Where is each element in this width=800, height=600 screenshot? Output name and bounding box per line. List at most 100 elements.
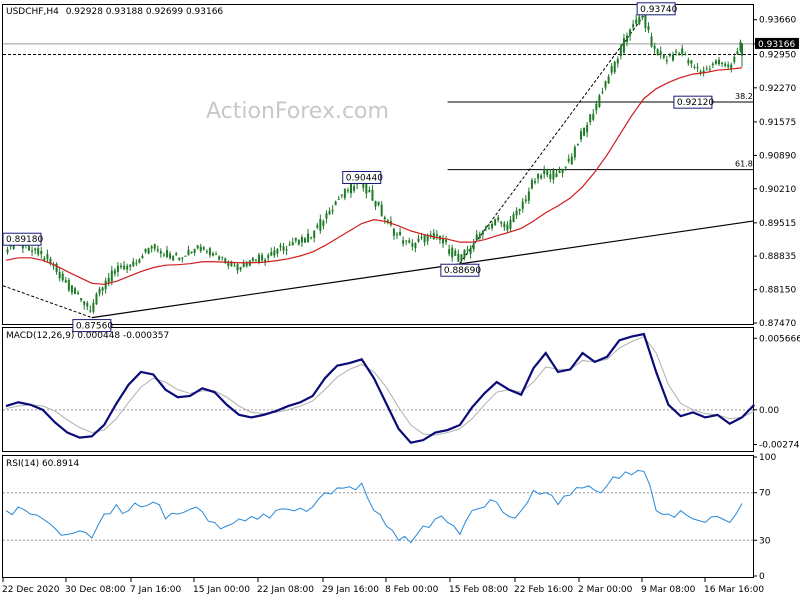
price-label-box (636, 2, 676, 16)
price-label-box (440, 263, 480, 277)
candle-body (95, 293, 98, 305)
candle-body (187, 249, 190, 256)
candle-body (659, 51, 662, 55)
candle-body (310, 237, 313, 239)
candle-body (383, 217, 386, 220)
candle-body (454, 250, 457, 256)
fib-label: 61.8 (735, 160, 753, 169)
rsi-panel-frame (2, 455, 754, 578)
candle-body (199, 246, 202, 252)
candle-body (448, 249, 451, 254)
candle-body (739, 42, 742, 51)
time-axis: 22 Dec 2020 30 Dec 08:00 7 Jan 16:00 15 Jan… (2, 578, 764, 595)
candle-body (699, 71, 702, 73)
candle-body (37, 248, 40, 255)
x-tick-label: 29 Jan 16:00 (322, 585, 379, 595)
price-tick-label: 0.88150 (759, 286, 796, 296)
price-label: 0.93740 (640, 5, 677, 15)
candle-body (138, 259, 141, 263)
candle-body (595, 103, 598, 111)
price-annotations: 0.93740 0.92120 0.90440 0.88690 0.89180 0.875… (2, 2, 714, 333)
candle-body (411, 243, 414, 247)
candle-body (662, 54, 665, 58)
candle-body (583, 128, 586, 136)
candle-body (586, 124, 589, 133)
x-tick-label: 7 Jan 16:00 (130, 585, 182, 595)
candle-body (399, 231, 402, 236)
candle-body (6, 249, 9, 253)
candle-body (626, 35, 628, 43)
price-tick-label: 0.92950 (759, 51, 796, 61)
candle-body (92, 302, 95, 312)
candle-body (218, 256, 221, 260)
candle-body (638, 16, 641, 25)
price-tick-label: 0.93660 (759, 16, 796, 26)
candle-body (221, 256, 224, 258)
candle-body (718, 59, 720, 64)
macd-tick-label: 0.00 (759, 406, 779, 416)
candle-body (622, 38, 625, 53)
candle-body (83, 301, 86, 305)
candle-body (721, 62, 724, 64)
candle-body (708, 69, 711, 71)
candle-body (28, 246, 30, 251)
candle-body (43, 258, 46, 261)
candle-body (325, 213, 328, 219)
candle-body (116, 265, 119, 272)
candle-body (632, 24, 635, 28)
fib-diagonal (459, 15, 645, 264)
candle-body (61, 273, 64, 281)
candle-body (101, 287, 104, 291)
candle-body (156, 249, 159, 251)
candle-body (337, 198, 340, 200)
candle-body (70, 285, 73, 293)
candle-body (537, 174, 540, 179)
candle-body (233, 265, 236, 267)
candle-body (236, 264, 239, 271)
candle-body (135, 263, 138, 265)
candle-body (408, 240, 411, 243)
candle-body (291, 242, 294, 246)
candle-body (598, 95, 601, 108)
candle-body (711, 63, 714, 66)
candle-body (254, 259, 257, 261)
candle-body (451, 247, 454, 258)
candle-body (21, 244, 24, 249)
candle-body (730, 64, 733, 70)
candle-body (570, 156, 573, 165)
moving-average-line (5, 67, 743, 285)
price-label-box (342, 170, 382, 184)
candle-body (98, 288, 101, 294)
trendlines (2, 220, 754, 319)
macd-series (5, 332, 756, 444)
candle-body (417, 238, 420, 242)
candle-body (435, 234, 438, 237)
x-tick-label: 22 Dec 2020 (2, 585, 60, 595)
watermark: ActionForex.com (206, 99, 389, 124)
candle-body (521, 201, 524, 209)
candle-body (500, 221, 503, 224)
x-tick-label: 30 Dec 08:00 (65, 585, 126, 595)
candle-body (460, 254, 463, 261)
candle-body (420, 236, 423, 239)
candle-body (644, 12, 647, 29)
candle-body (457, 253, 460, 262)
candle-body (184, 255, 187, 257)
candle-body (668, 54, 671, 56)
candle-body (12, 243, 15, 250)
candle-body (724, 63, 727, 66)
candle-body (488, 228, 490, 230)
candle-body (162, 254, 165, 256)
candle-body (702, 70, 705, 74)
x-tick-label: 2 Mar 00:00 (578, 585, 633, 595)
price-tick-label: 0.90210 (759, 185, 796, 195)
current-price-box (755, 37, 799, 49)
candle-body (196, 245, 199, 249)
macd-panel-title: MACD(12,26,9) 0.000448 -0.000357 (6, 331, 169, 341)
candle-body (727, 64, 730, 67)
price-label-box (673, 95, 713, 109)
candle-body (340, 194, 343, 196)
rsi-series (5, 470, 743, 544)
candle-body (190, 251, 193, 254)
